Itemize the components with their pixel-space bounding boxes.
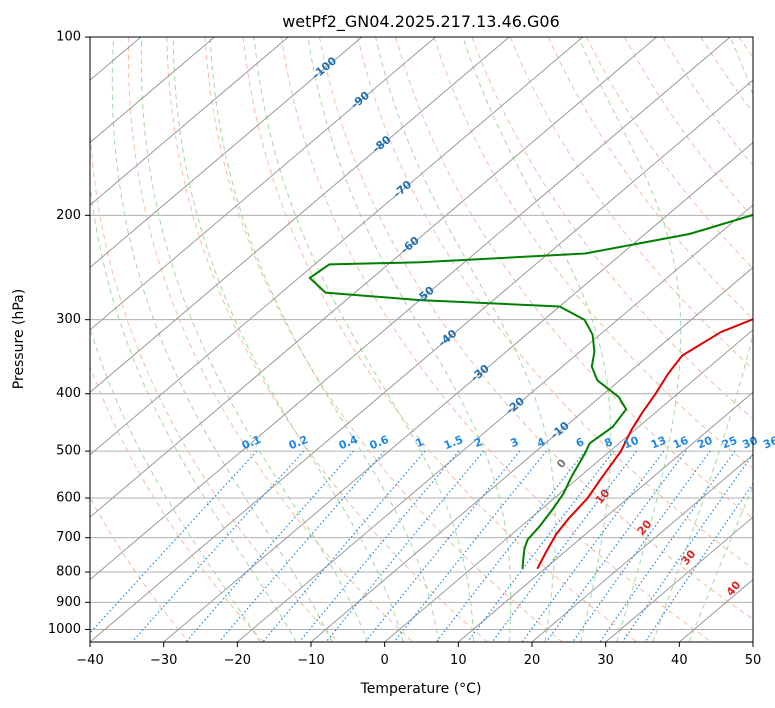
skewed-isotherm: [531, 454, 753, 642]
mixing-ratio-line: [599, 450, 736, 642]
sounding-profiles: [308, 213, 753, 570]
skewed-isotherm: [90, 37, 731, 581]
mixing-ratio-label: 10: [622, 434, 641, 452]
y-axis: 100 200 300 400 500 600 700 800 900 1000: [48, 30, 90, 637]
pressure-gridlines: [90, 37, 753, 630]
chart-title: wetPf2_GN04.2025.217.13.46.G06: [282, 12, 560, 32]
moist-adiabat: [462, 37, 612, 642]
moist-adiabat: [209, 37, 439, 642]
skewed-isotherm: [310, 266, 753, 642]
mixing-ratio-line: [545, 450, 687, 642]
y-tick-label: 100: [56, 30, 81, 45]
x-tick-label: −10: [297, 653, 324, 668]
mixing-ratio-label: 13: [649, 434, 668, 452]
y-tick-label: 300: [56, 312, 81, 327]
moist-adiabat: [688, 484, 753, 642]
mixing-ratio-line: [90, 450, 258, 634]
skewed-isotherm: [90, 79, 753, 642]
mixing-ratio-label: 8: [603, 435, 615, 450]
skewed-isotherms: [90, 37, 753, 642]
mixing-ratio-label: 20: [695, 434, 714, 452]
mixing-ratio-lines: [90, 450, 753, 642]
skewed-isotherm: [458, 391, 753, 642]
mixing-ratio-label: 3: [509, 435, 521, 450]
moist-adiabat: [111, 37, 333, 642]
mixing-ratio-line: [393, 450, 547, 642]
dry-adiabat: [90, 496, 190, 642]
mixing-ratio-line: [521, 450, 665, 642]
dry-adiabat: [90, 364, 264, 642]
mixing-ratio-label: 30: [741, 434, 760, 452]
x-tick-label: 0: [381, 653, 389, 668]
skewed-isotherm: [752, 641, 753, 642]
skewed-isotherm: [237, 204, 753, 642]
skewed-isotherm: [90, 37, 289, 206]
x-tick-label: 40: [671, 653, 688, 668]
mixing-ratio-label: 36: [761, 434, 775, 452]
skewed-isotherm: [90, 37, 215, 144]
x-tick-label: 30: [597, 653, 614, 668]
moist-adiabat: [172, 37, 404, 642]
temperature-profile: [536, 318, 753, 570]
dry-adiabat: [166, 37, 488, 642]
skewed-isotherm: [90, 37, 363, 269]
moist-adiabat: [652, 37, 753, 642]
mixing-ratio-line: [644, 482, 753, 642]
mixing-ratio-line: [364, 450, 521, 642]
x-tick-label: −20: [224, 653, 251, 668]
skewed-isotherm: [163, 141, 753, 642]
x-tick-label: 50: [745, 653, 762, 668]
y-tick-label: 800: [56, 565, 81, 580]
y-tick-label: 700: [56, 530, 81, 545]
mixing-ratio-line: [298, 450, 460, 642]
plot-area: [90, 37, 753, 642]
mixing-ratio-label: 2: [472, 435, 484, 450]
dry-adiabat: [242, 37, 638, 642]
y-tick-label: 900: [56, 595, 81, 610]
dry-adiabat: [204, 37, 563, 642]
y-tick-label: 500: [56, 444, 81, 459]
y-tick-label: 1000: [48, 622, 81, 637]
x-tick-label: 10: [450, 653, 467, 668]
x-tick-label: 20: [524, 653, 541, 668]
mixing-ratio-line: [435, 450, 586, 642]
dry-adiabat: [318, 37, 753, 620]
moist-adiabat: [90, 326, 261, 642]
mixing-ratio-line: [131, 450, 305, 642]
skewed-isotherm: [90, 37, 657, 518]
mixing-ratio-labels: 0.1 0.2 0.4 0.6 1 1.5 2 3 4 6 8 10 13 16 20 25 30 36: [240, 433, 775, 452]
moist-adiabat: [307, 37, 512, 642]
plot-frame: [89, 36, 754, 643]
skewed-isotherm: [90, 37, 584, 456]
skewed-isotherm: [90, 37, 510, 393]
skewed-isotherm: [384, 329, 753, 642]
x-tick-label: −40: [76, 653, 103, 668]
plot-background: [90, 37, 753, 642]
y-tick-label: 200: [56, 208, 81, 223]
moist-adiabats: [90, 37, 753, 642]
x-axis: −40 −30 −20 −10 0 10 20 30 40 50: [76, 642, 761, 668]
y-axis-title: Pressure (hPa): [11, 289, 27, 389]
dry-adiabat: [90, 37, 339, 642]
dry-adiabat: [547, 37, 753, 320]
y-tick-label: 600: [56, 491, 81, 506]
y-tick-label: 400: [56, 386, 81, 401]
skewed-isotherm: [605, 516, 753, 642]
mixing-ratio-label: 25: [720, 434, 739, 452]
dewpoint-profile: [308, 213, 753, 569]
mixing-ratio-line: [262, 450, 426, 642]
skewed-isotherm: [90, 37, 436, 331]
mixing-ratio-line: [621, 453, 753, 642]
dry-adiabat: [509, 37, 753, 370]
moist-adiabat: [375, 37, 556, 642]
moist-adiabat: [90, 180, 297, 642]
mixing-ratio-line: [325, 450, 485, 642]
mixing-ratio-label: 1: [414, 435, 426, 450]
x-axis-title: Temperature (°C): [360, 681, 482, 697]
moist-adiabat: [140, 37, 369, 642]
mixing-ratio-label: 16: [671, 434, 690, 452]
x-tick-label: −30: [150, 653, 177, 668]
